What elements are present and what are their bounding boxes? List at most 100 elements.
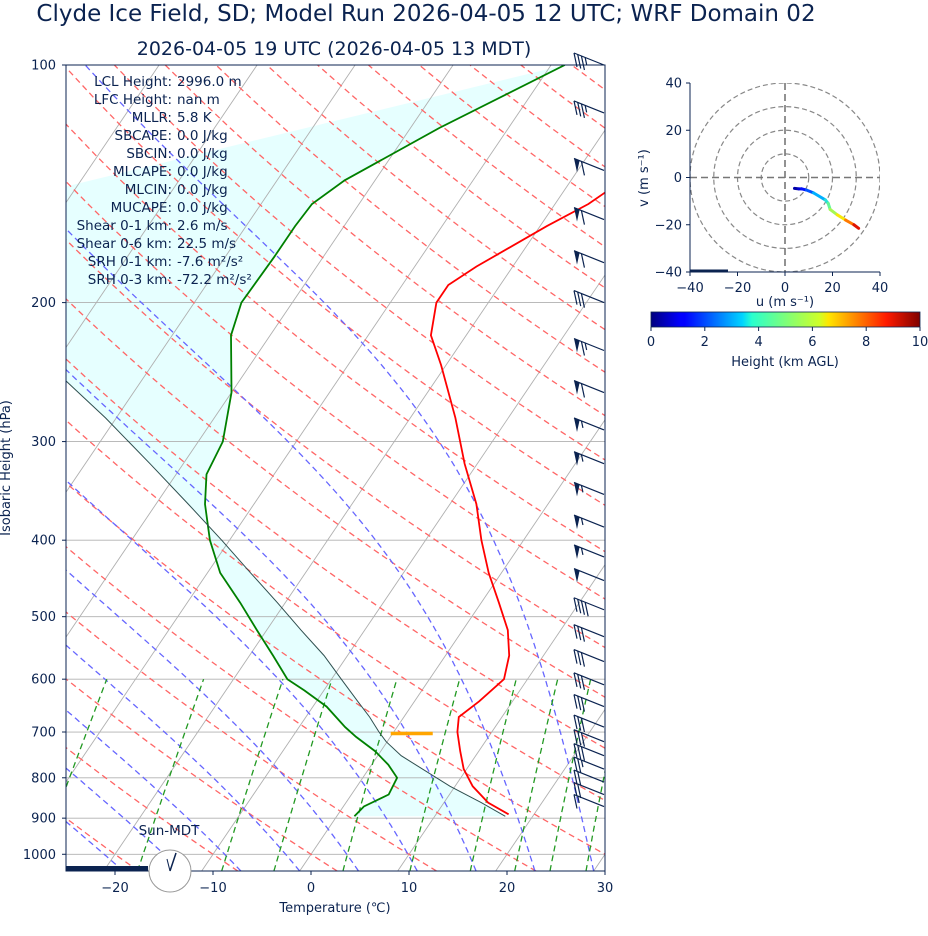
- wind-barb-full: [580, 717, 586, 733]
- stat-label: SBCIN:: [126, 146, 172, 162]
- skewt-plot-area: [66, 65, 652, 871]
- stat-label: MLCAPE:: [113, 164, 172, 180]
- stat-label: SRH 0-3 km:: [88, 272, 172, 288]
- y-tick-label: 400: [31, 534, 56, 549]
- wind-barb: [573, 157, 605, 176]
- wind-barb-staff: [573, 207, 605, 221]
- wind-barb-full: [580, 341, 586, 356]
- dry-adiabat: [66, 238, 605, 649]
- dry-adiabat: [66, 297, 605, 698]
- wind-barb-full: [573, 794, 578, 809]
- wind-barb: [573, 694, 605, 712]
- sun-label: Sun-MDT: [139, 823, 201, 839]
- y-tick-label: 100: [31, 59, 56, 74]
- moist-adiabat: [66, 644, 301, 871]
- stat-value: 22.5 m/s: [177, 236, 236, 252]
- dry-adiabat: [66, 123, 605, 553]
- dry-adiabat: [469, 65, 605, 168]
- wind-barb: [573, 793, 605, 809]
- mixing-ratio-line: [549, 679, 592, 871]
- wind-barb-staff: [573, 694, 605, 708]
- wind-barb-full: [573, 743, 578, 758]
- y-tick-label: 700: [31, 726, 56, 741]
- wind-barb-staff: [573, 756, 605, 770]
- stat-value: 2996.0 m: [177, 74, 242, 90]
- daylight-bar: [66, 866, 148, 871]
- wind-barb-flag: [574, 338, 580, 353]
- hodograph-x-tick-label: 0: [781, 281, 789, 296]
- wind-barb-full: [580, 675, 586, 690]
- mixing-ratio-line: [616, 679, 652, 871]
- hodograph-area: [690, 83, 880, 272]
- x-tick-label: −20: [101, 881, 128, 896]
- wind-barb-full: [577, 758, 582, 773]
- wind-barb-half: [580, 420, 584, 429]
- wind-barb-full: [580, 55, 586, 71]
- wind-barb: [573, 624, 605, 642]
- wind-barb-flag: [574, 158, 580, 173]
- wind-barb-flag: [574, 451, 580, 466]
- wind-barb-full: [577, 599, 582, 614]
- wind-barb-full: [573, 756, 578, 772]
- wind-barb-staff: [573, 514, 605, 528]
- colorbar-label: Height (km AGL): [731, 355, 839, 370]
- hodograph-x-tick-label: 40: [872, 281, 889, 296]
- wind-barb-full: [577, 102, 582, 117]
- stat-label: LFC Height:: [94, 92, 172, 108]
- dry-adiabat: [66, 66, 605, 507]
- mixing-ratio-line: [469, 679, 517, 871]
- stat-label: LCL Height:: [94, 74, 172, 90]
- mixing-ratio-line: [221, 679, 284, 871]
- wind-barb-half: [580, 454, 584, 462]
- cape-shading: [66, 65, 565, 817]
- hodograph-axes: −40 −20 0 20 40 40 20 0 −20 −40: [655, 77, 889, 297]
- wind-barb-staff: [573, 624, 605, 638]
- wind-barb-flag: [574, 482, 580, 497]
- mixing-ratio-line: [342, 679, 398, 871]
- wind-barb-full: [577, 650, 582, 666]
- mixing-ratio-line: [136, 678, 205, 871]
- mixing-ratio-line: [66, 678, 108, 790]
- moist-adiabat: [84, 65, 595, 871]
- clock-hour-hand: [169, 852, 177, 872]
- isotherm-line: [66, 65, 356, 494]
- wind-barb-full: [580, 210, 586, 225]
- wind-barb-staff: [573, 729, 605, 743]
- y-axis-label: Isobaric Height (hPa): [0, 400, 14, 536]
- y-tick-label: 900: [31, 812, 56, 827]
- hodograph-segment: [844, 218, 856, 227]
- wind-barb-full: [580, 600, 586, 615]
- wind-barb-half: [584, 57, 588, 65]
- wind-barb-full: [573, 100, 578, 116]
- colorbar-tick-label: 4: [754, 335, 762, 350]
- stat-value: 0.0 J/kg: [177, 146, 228, 162]
- wind-barb-half: [580, 517, 584, 526]
- wind-barb: [573, 52, 605, 71]
- mixing-ratio-line: [409, 679, 461, 871]
- wind-barb-half: [580, 485, 584, 493]
- wind-barb: [573, 743, 605, 761]
- parcel-trace: [66, 380, 506, 817]
- wind-barb-staff: [573, 714, 605, 728]
- hodograph-segment: [812, 191, 827, 202]
- wind-barb-flag: [574, 544, 580, 559]
- hodograph-y-tick-label: 20: [665, 124, 682, 139]
- colorbar-tick-label: 0: [647, 335, 655, 350]
- wind-barb-full: [573, 672, 578, 687]
- wind-barb-full: [577, 291, 582, 307]
- wind-barb-half: [584, 105, 588, 113]
- wind-barb-half: [580, 547, 584, 556]
- wind-barb-flag: [574, 250, 580, 265]
- hodograph-y-tick-label: 40: [665, 77, 682, 92]
- wind-barb: [573, 514, 605, 530]
- wind-barb-full: [580, 103, 586, 119]
- wind-barb-staff: [573, 672, 605, 686]
- isotherm-line: [495, 708, 605, 871]
- wind-barb: [573, 417, 605, 432]
- wind-barb: [573, 100, 605, 119]
- stat-label: Shear 0-6 km:: [77, 236, 172, 252]
- wind-barb-staff: [573, 379, 605, 394]
- skewt-plot: −20 −10 0 10 20 30100090080070060050040030020…: [0, 59, 652, 917]
- hodograph-x-tick-label: −20: [724, 281, 751, 296]
- y-tick-label: 200: [31, 296, 56, 311]
